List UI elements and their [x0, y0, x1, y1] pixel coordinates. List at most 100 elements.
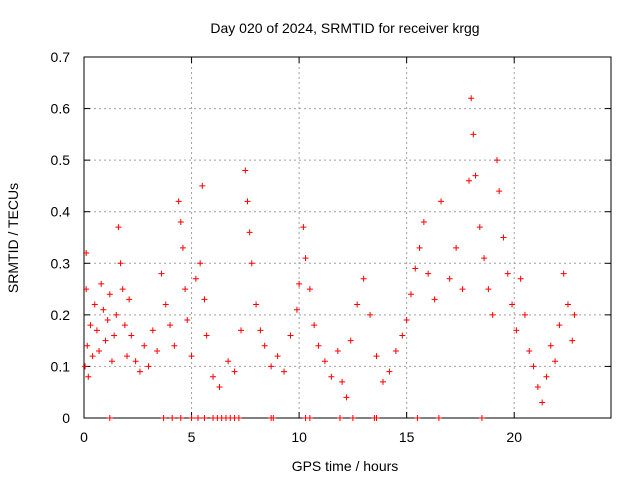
data-point: [373, 353, 380, 360]
x-axis-label: GPS time / hours: [292, 458, 399, 474]
data-point: [100, 306, 107, 313]
data-point: [481, 255, 488, 262]
data-point: [83, 249, 90, 256]
data-point: [175, 198, 182, 205]
data-point: [300, 224, 307, 231]
data-point: [225, 358, 232, 365]
data-point: [349, 415, 356, 421]
data-point: [547, 342, 554, 349]
data-point: [373, 415, 380, 421]
data-point: [311, 322, 318, 329]
data-point: [530, 363, 537, 370]
data-point: [87, 322, 94, 329]
data-point: [270, 415, 277, 421]
data-point: [407, 291, 414, 298]
data-point: [287, 332, 294, 339]
data-point: [115, 224, 122, 231]
data-point: [154, 347, 161, 354]
y-tick-label: 0.3: [51, 255, 71, 271]
data-point: [539, 399, 546, 406]
data-point: [509, 301, 516, 308]
y-tick-label: 0: [62, 410, 70, 426]
data-point: [149, 327, 156, 334]
data-point: [403, 317, 410, 324]
data-point: [117, 260, 124, 267]
data-point: [543, 373, 550, 380]
data-point: [470, 131, 477, 138]
data-point: [315, 342, 322, 349]
data-point: [453, 244, 460, 251]
data-point: [244, 198, 251, 205]
data-point: [496, 188, 503, 195]
data-point: [268, 363, 275, 370]
data-point: [167, 322, 174, 329]
data-point: [242, 167, 249, 174]
data-point: [84, 342, 91, 349]
x-tick-labels: 0 5 10 15 20: [80, 429, 522, 445]
data-point: [468, 95, 475, 102]
data-point: [91, 301, 98, 308]
data-point: [246, 229, 253, 236]
data-point: [201, 296, 208, 303]
data-point: [343, 394, 350, 401]
data-point: [253, 301, 260, 308]
data-point: [85, 373, 92, 380]
data-point: [106, 291, 113, 298]
data-point: [412, 265, 419, 272]
data-point: [379, 378, 386, 385]
data-point: [124, 353, 131, 360]
data-point: [534, 384, 541, 391]
data-point: [132, 358, 139, 365]
data-point: [111, 332, 118, 339]
data-point: [293, 306, 300, 313]
data-point: [248, 260, 255, 267]
data-point: [472, 172, 479, 179]
data-point: [216, 384, 223, 391]
data-point: [521, 311, 528, 318]
chart-title: Day 020 of 2024, SRMTID for receiver krg…: [210, 20, 479, 36]
data-point: [560, 270, 567, 277]
data-point: [188, 353, 195, 360]
data-point: [261, 342, 268, 349]
data-point: [336, 415, 343, 421]
y-tick-label: 0.2: [51, 307, 71, 323]
data-point: [485, 286, 492, 293]
data-point: [93, 327, 100, 334]
data-point: [102, 337, 109, 344]
data-point: [89, 353, 96, 360]
data-point: [420, 219, 427, 226]
plot-frame: [83, 56, 612, 419]
data-point: [302, 255, 309, 262]
data-point: [321, 358, 328, 365]
data-point: [197, 260, 204, 267]
data-point: [274, 353, 281, 360]
data-point: [339, 378, 346, 385]
data-points: [82, 95, 578, 421]
data-point: [478, 415, 485, 421]
y-tick-label: 0.5: [51, 152, 71, 168]
data-point: [438, 198, 445, 205]
data-point: [556, 322, 563, 329]
data-point: [158, 270, 165, 277]
data-point: [195, 415, 202, 421]
data-point: [177, 219, 184, 226]
data-point: [231, 368, 238, 375]
data-point: [281, 368, 288, 375]
data-point: [96, 347, 103, 354]
data-point: [145, 363, 152, 370]
data-point: [459, 286, 466, 293]
x-tick-label: 20: [506, 429, 522, 445]
y-tick-label: 0.6: [51, 101, 71, 117]
data-point: [476, 224, 483, 231]
y-tick-label: 0.1: [51, 358, 71, 374]
data-point: [238, 327, 245, 334]
y-tick-labels: 0 0.1 0.2 0.3 0.4 0.5 0.6 0.7: [51, 49, 71, 426]
data-point: [416, 244, 423, 251]
data-point: [82, 363, 89, 370]
data-point: [386, 368, 393, 375]
data-point: [306, 415, 313, 421]
data-point: [526, 347, 533, 354]
data-point: [296, 280, 303, 287]
data-point: [136, 368, 143, 375]
x-tick-label: 0: [80, 429, 88, 445]
